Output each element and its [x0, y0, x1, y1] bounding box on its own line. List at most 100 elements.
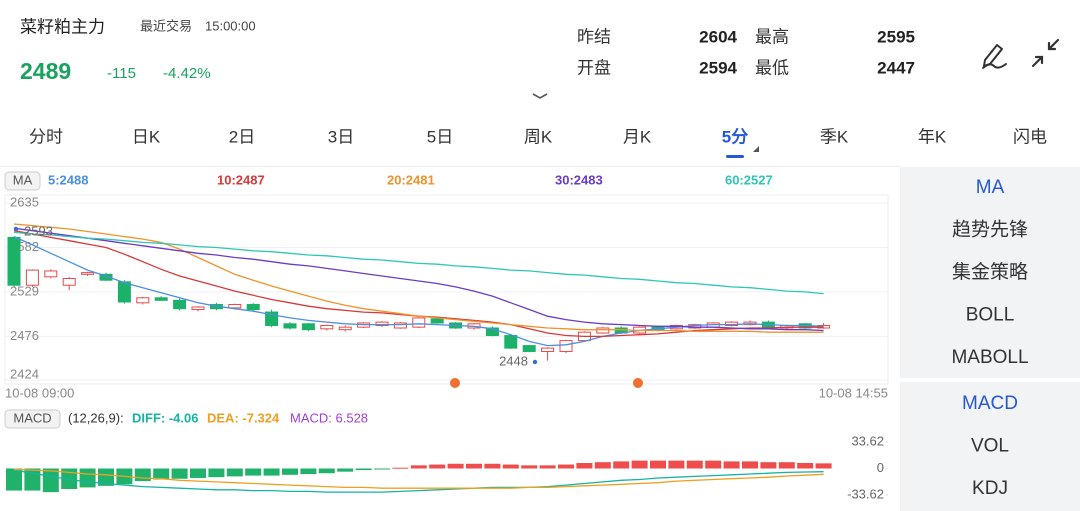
macd-bar — [208, 468, 225, 478]
draw-tool-icon[interactable] — [982, 44, 1007, 69]
collapse-icon[interactable] — [1031, 38, 1060, 68]
macd-bar — [631, 460, 648, 469]
period-tab[interactable]: 2日 — [229, 127, 255, 146]
macd-bar — [61, 468, 78, 489]
stat-value: 2595 — [877, 27, 915, 46]
indicator-line — [13, 231, 824, 295]
candle-body — [559, 340, 573, 352]
annotation: 2448 — [499, 353, 528, 368]
last-price: 2489 — [20, 58, 71, 84]
indicator-panel — [900, 167, 1080, 378]
candle-body — [246, 304, 260, 311]
macd-bar — [153, 468, 170, 480]
period-tab[interactable]: 5分 — [722, 127, 748, 146]
macd-bar — [410, 465, 427, 469]
indicator-option[interactable]: MA — [976, 177, 1005, 198]
legend-box-label: MA — [13, 172, 33, 187]
candle-body — [99, 273, 113, 281]
indicator-option[interactable]: BOLL — [966, 305, 1015, 326]
annotation: 2593 — [24, 223, 53, 238]
macd-bar — [778, 462, 795, 469]
indicator-option[interactable]: 集金策略 — [952, 261, 1028, 283]
candle-body — [7, 236, 21, 286]
stat-value: 2594 — [699, 58, 737, 77]
expand-chevron[interactable] — [532, 93, 548, 99]
candle-body — [338, 326, 352, 331]
y-tick-label: 2424 — [10, 366, 39, 381]
candle-body — [485, 327, 499, 337]
macd-bar — [576, 462, 593, 469]
candle-body — [430, 318, 444, 324]
macd-bar — [98, 468, 114, 486]
candle-body — [320, 324, 334, 330]
stat-value: 2604 — [699, 27, 737, 46]
macd-bar — [558, 464, 574, 469]
legend-entry: 5:2488 — [48, 172, 88, 187]
legend-box — [4, 171, 41, 191]
annotation-dot — [13, 226, 19, 232]
candle-body — [541, 347, 555, 352]
macd-bar — [171, 468, 188, 479]
y-tick-label: 2635 — [10, 194, 39, 209]
indicator-option[interactable]: MABOLL — [951, 347, 1028, 368]
period-tab[interactable]: 季K — [820, 127, 849, 146]
macd-bar — [705, 460, 722, 469]
period-tab[interactable]: 周K — [524, 127, 553, 146]
legend-entry: 20:2481 — [387, 172, 435, 187]
stat-label: 最低 — [755, 58, 789, 77]
indicator-panel — [900, 382, 1080, 511]
period-tab[interactable]: 日K — [132, 127, 161, 146]
legend-params: (12,26,9): — [68, 410, 124, 425]
candle-body — [375, 321, 389, 326]
candle-body — [393, 322, 407, 329]
indicator-option[interactable]: 趋势先锋 — [952, 219, 1028, 241]
macd-bar — [300, 468, 317, 475]
y-tick-label: 0 — [877, 460, 884, 475]
candle-body — [412, 317, 426, 328]
stat-value: 2447 — [877, 58, 915, 77]
macd-bar — [613, 461, 630, 469]
macd-bar — [447, 463, 464, 469]
candle-body — [44, 270, 58, 278]
event-marker[interactable] — [450, 378, 460, 388]
period-tab[interactable]: 3日 — [328, 127, 354, 146]
macd-bar — [760, 462, 777, 469]
macd-bar — [42, 468, 59, 493]
period-tab[interactable]: 5日 — [427, 127, 453, 146]
candle-body — [154, 297, 168, 301]
legend-entry: MACD: 6.528 — [290, 410, 368, 425]
macd-bar — [521, 465, 538, 469]
macd-bar — [282, 468, 298, 475]
contract-title: 菜籽粕主力 — [20, 17, 105, 36]
candle-body — [504, 335, 518, 349]
macd-bar — [742, 461, 758, 469]
candle-body — [136, 297, 150, 304]
period-tab[interactable]: 分时 — [29, 127, 63, 146]
indicator-option[interactable]: KDJ — [972, 478, 1008, 499]
indicator-option[interactable]: MACD — [962, 393, 1018, 414]
candle-body — [191, 306, 205, 311]
candle-body — [62, 277, 76, 286]
price-change-pct: -4.42% — [163, 65, 211, 82]
macd-bar — [484, 463, 501, 469]
macd-bar — [226, 468, 243, 477]
macd-bar — [502, 464, 519, 469]
stat-label: 开盘 — [577, 58, 611, 77]
candle-body — [283, 323, 297, 329]
tab-dropdown[interactable] — [753, 146, 759, 152]
stat-label: 昨结 — [577, 27, 611, 46]
y-tick-label: -33.62 — [847, 486, 884, 501]
period-tab[interactable]: 年K — [918, 127, 947, 146]
indicator-line — [13, 236, 824, 347]
macd-bar — [355, 468, 372, 471]
y-tick-label: 2529 — [10, 283, 39, 298]
period-tab[interactable]: 月K — [623, 127, 652, 146]
x-tick-label: 10-08 14:55 — [819, 385, 888, 400]
indicator-option[interactable]: VOL — [971, 436, 1009, 457]
macd-bar — [134, 468, 151, 482]
period-tab[interactable]: 闪电 — [1013, 127, 1047, 146]
trade-label: 最近交易 — [140, 18, 192, 33]
event-marker[interactable] — [633, 378, 643, 388]
